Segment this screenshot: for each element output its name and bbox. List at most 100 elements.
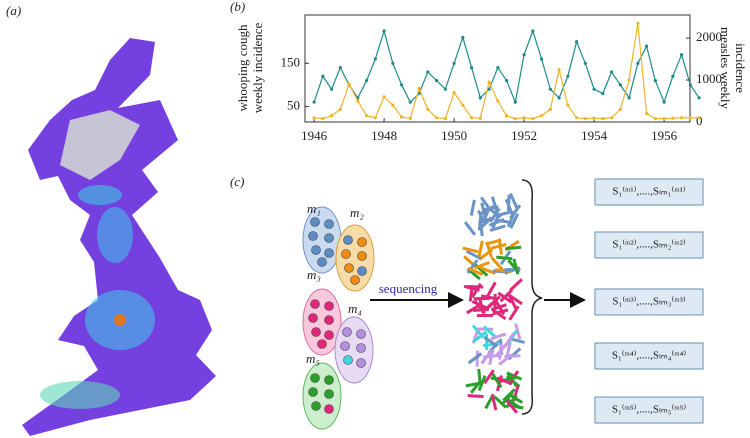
series-line xyxy=(313,28,700,105)
point xyxy=(391,61,395,65)
sample-label: m₂ xyxy=(350,205,364,220)
point xyxy=(680,116,684,120)
cell xyxy=(356,343,366,353)
read xyxy=(467,352,483,365)
x-tick-label: 1954 xyxy=(581,128,608,143)
output-label: S₁⁽ᵐ⁴⁾,....,Sₗₘ₄⁽ᵐ⁴⁾ xyxy=(612,350,687,362)
point xyxy=(338,107,342,112)
point xyxy=(400,115,404,119)
read xyxy=(505,245,522,251)
map-hotspot xyxy=(114,314,126,326)
cell xyxy=(324,233,334,243)
series-line xyxy=(314,23,700,120)
cell xyxy=(357,251,367,261)
point xyxy=(601,117,605,121)
point xyxy=(662,100,666,104)
map-highland xyxy=(60,110,140,180)
cell xyxy=(344,263,354,273)
sample-ellipse xyxy=(334,316,374,384)
read xyxy=(480,349,493,365)
output-box xyxy=(594,288,704,316)
output-box xyxy=(594,342,704,370)
read xyxy=(480,294,498,301)
read xyxy=(479,266,496,275)
point xyxy=(408,100,412,104)
read xyxy=(490,196,499,213)
cell xyxy=(311,401,321,411)
read xyxy=(472,330,488,343)
read xyxy=(466,303,482,315)
read xyxy=(472,307,490,312)
cell xyxy=(311,245,321,255)
cell xyxy=(324,404,334,414)
y2-tick-label: 1000 xyxy=(696,71,722,86)
read xyxy=(477,375,487,392)
point xyxy=(470,116,474,120)
read xyxy=(505,399,519,414)
point xyxy=(435,78,439,83)
point xyxy=(601,91,605,96)
point xyxy=(373,116,377,120)
read xyxy=(490,394,498,411)
point xyxy=(680,53,684,57)
read xyxy=(490,243,507,250)
read xyxy=(508,305,520,321)
read xyxy=(490,256,504,271)
read xyxy=(509,204,522,219)
point xyxy=(618,83,622,87)
point xyxy=(697,116,701,120)
output-label: S₁⁽ᵐ⁵⁾,....,Sₗₘ₅⁽ᵐ⁵⁾ xyxy=(612,404,687,416)
read xyxy=(477,240,484,257)
read xyxy=(470,282,482,299)
read xyxy=(488,348,495,366)
point xyxy=(575,116,579,120)
point xyxy=(330,114,334,118)
cell xyxy=(308,313,318,323)
point xyxy=(645,44,649,48)
point xyxy=(557,96,561,100)
point xyxy=(566,74,570,78)
output-label: S₁⁽ᵐ³⁾,....,Sₗₘ₃⁽ᵐ³⁾ xyxy=(612,296,686,308)
cell xyxy=(308,231,318,241)
point xyxy=(391,103,395,107)
cell xyxy=(342,327,352,337)
point xyxy=(321,74,325,78)
point xyxy=(697,96,701,100)
read xyxy=(491,372,503,389)
read xyxy=(483,335,499,348)
point xyxy=(671,116,675,120)
point xyxy=(548,87,552,91)
cell xyxy=(356,329,366,339)
point xyxy=(452,61,456,65)
point xyxy=(365,78,369,83)
map-hotspot xyxy=(78,185,122,205)
arrow-label: sequencing xyxy=(379,281,438,296)
point xyxy=(548,107,552,112)
point xyxy=(505,78,509,83)
point xyxy=(610,70,614,74)
map xyxy=(22,38,216,436)
read xyxy=(491,308,507,321)
y2-axis-label: measles weekly xyxy=(718,27,733,109)
y-tick-label: 150 xyxy=(281,54,301,69)
cell xyxy=(357,266,367,276)
read xyxy=(463,221,477,236)
read xyxy=(496,376,513,386)
read xyxy=(508,192,519,209)
point xyxy=(408,117,412,121)
point xyxy=(452,91,456,95)
output-box xyxy=(594,178,704,206)
point xyxy=(478,96,482,100)
cell xyxy=(324,301,334,311)
point xyxy=(688,83,692,87)
point xyxy=(356,99,360,103)
point xyxy=(487,87,491,91)
panel-label: (a) xyxy=(6,3,21,18)
panel-label: (b) xyxy=(230,0,245,14)
sample-label: m₁ xyxy=(307,201,321,216)
read xyxy=(498,343,503,360)
output-box xyxy=(594,231,704,259)
point xyxy=(435,116,439,120)
point xyxy=(321,117,325,121)
